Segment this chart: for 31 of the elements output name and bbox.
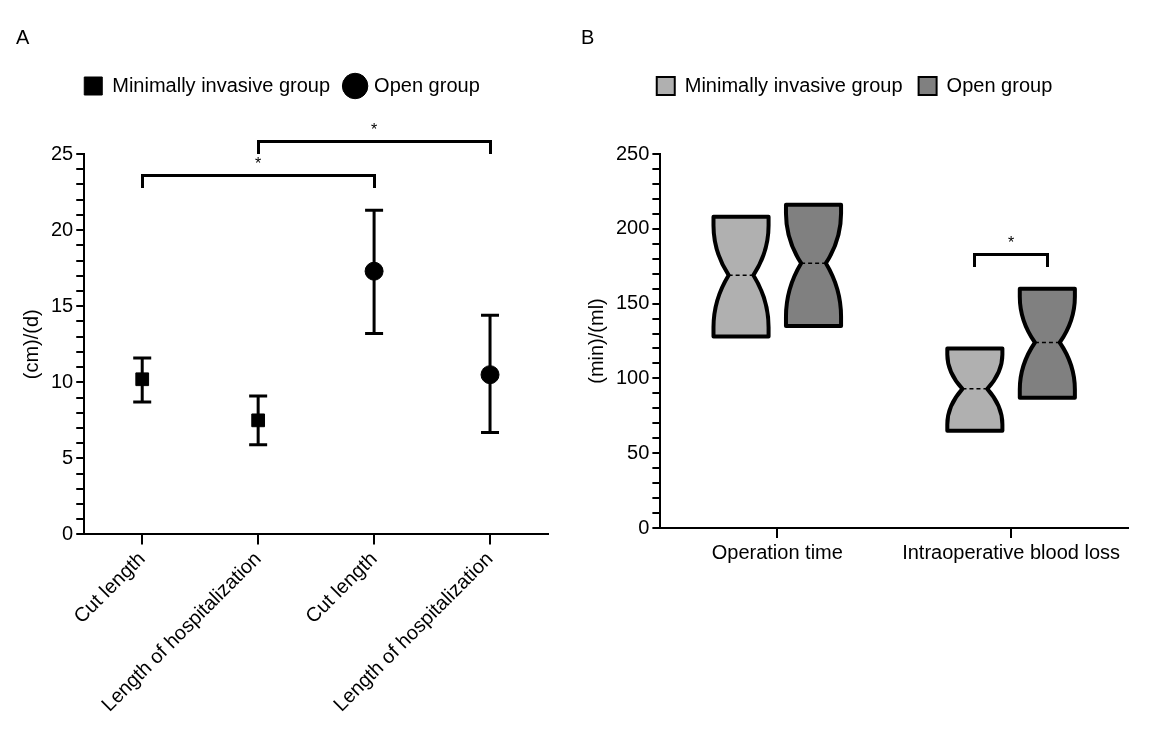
point [480, 365, 500, 385]
annotation: * [1006, 233, 1016, 251]
chart-title: B [581, 25, 595, 48]
significance-bracket: * [974, 234, 1048, 269]
y-tick-label: 25 [51, 141, 74, 164]
y-tick-label: 150 [615, 291, 650, 314]
y-tick-label: 200 [615, 216, 650, 239]
y-tick-label: 0 [638, 515, 650, 538]
y-axis-title: (min)/(ml) [584, 298, 607, 384]
legend-label: Minimally invasive group [112, 73, 331, 96]
legend-label: Open group [946, 73, 1053, 96]
y-tick-label: 0 [62, 522, 74, 545]
y-tick-label: 50 [627, 440, 650, 463]
x-tick-label: Intraoperative blood loss [902, 540, 1121, 563]
y-tick-label: 10 [51, 369, 74, 392]
significance-bracket: * [142, 156, 375, 191]
point [364, 261, 384, 281]
legend-label: Minimally invasive group [684, 73, 903, 96]
y-tick-label: 5 [62, 445, 74, 468]
y-axis-title: (cm)/(d) [19, 309, 42, 380]
y-tick-label: 100 [615, 365, 650, 388]
point [251, 413, 266, 428]
y-tick-label: 250 [615, 141, 650, 164]
y-tick-label: 15 [51, 293, 74, 316]
legend-label: Open group [374, 73, 480, 96]
annotation: * [254, 155, 263, 173]
significance-bracket: * [258, 122, 490, 157]
chart-title: A [16, 25, 30, 48]
x-tick-label: Operation time [711, 540, 843, 563]
y-tick-label: 20 [51, 217, 74, 240]
point [135, 372, 150, 387]
